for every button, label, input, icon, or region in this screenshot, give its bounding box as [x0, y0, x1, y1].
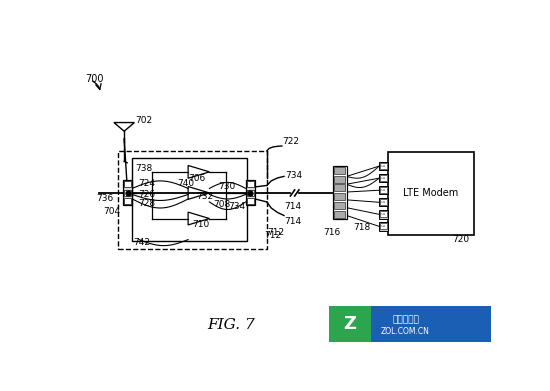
Bar — [381, 223, 387, 230]
Text: Z: Z — [344, 315, 356, 333]
Bar — [334, 193, 345, 200]
Text: 714: 714 — [284, 202, 301, 211]
Text: 700: 700 — [85, 74, 103, 84]
Bar — [379, 198, 388, 206]
Bar — [124, 198, 131, 204]
Text: uu: uu — [381, 188, 386, 192]
Text: 710: 710 — [192, 220, 210, 229]
Text: 732: 732 — [197, 192, 214, 201]
Text: 704: 704 — [104, 206, 121, 215]
Text: LTE Modem: LTE Modem — [404, 188, 459, 198]
Bar — [379, 162, 388, 170]
Bar — [379, 174, 388, 182]
Text: 736: 736 — [96, 194, 114, 203]
Bar — [118, 151, 267, 249]
Bar — [247, 190, 254, 196]
Text: 724: 724 — [138, 179, 155, 188]
Text: 706: 706 — [188, 174, 205, 183]
Bar — [334, 167, 345, 174]
Bar — [124, 181, 131, 187]
Text: uu: uu — [381, 224, 386, 228]
Bar — [123, 180, 132, 205]
Text: 702: 702 — [135, 116, 152, 125]
Text: 742: 742 — [134, 237, 151, 246]
Text: uu: uu — [381, 200, 386, 204]
Bar — [334, 184, 345, 191]
Text: uu: uu — [381, 176, 386, 180]
Text: 中关村在线: 中关村在线 — [392, 315, 419, 324]
Bar — [132, 158, 247, 241]
Bar — [381, 187, 387, 193]
Text: 734: 734 — [285, 171, 302, 180]
Bar — [379, 186, 388, 194]
Text: 718: 718 — [354, 223, 371, 232]
Text: uu: uu — [381, 164, 386, 168]
Bar — [247, 181, 254, 187]
Bar — [381, 211, 387, 217]
Bar — [247, 198, 254, 204]
Text: 720: 720 — [452, 235, 469, 244]
Bar — [334, 176, 345, 183]
Text: 734: 734 — [229, 202, 246, 211]
Bar — [329, 306, 491, 342]
Bar — [333, 166, 346, 219]
Bar — [124, 190, 131, 196]
Bar — [381, 199, 387, 205]
Bar — [329, 306, 371, 342]
Bar — [379, 222, 388, 231]
Text: 714: 714 — [284, 217, 301, 226]
Text: 730: 730 — [218, 183, 235, 192]
Text: 738: 738 — [135, 164, 152, 173]
Text: 712: 712 — [264, 231, 281, 240]
Text: uu: uu — [381, 212, 386, 216]
Bar — [334, 211, 345, 218]
Bar — [381, 163, 387, 169]
Text: FIG. 7: FIG. 7 — [207, 318, 255, 332]
Bar — [334, 202, 345, 209]
Text: 708: 708 — [213, 200, 231, 209]
Text: 728: 728 — [138, 199, 155, 208]
Text: 722: 722 — [282, 137, 299, 146]
Text: 726: 726 — [138, 190, 155, 199]
Text: 712: 712 — [267, 228, 284, 237]
Text: 716: 716 — [323, 228, 341, 237]
Bar — [388, 152, 474, 235]
Bar — [246, 180, 255, 205]
Bar — [379, 210, 388, 219]
Text: ZOL.COM.CN: ZOL.COM.CN — [381, 327, 430, 336]
Text: 740: 740 — [178, 179, 195, 188]
Bar — [381, 175, 387, 181]
